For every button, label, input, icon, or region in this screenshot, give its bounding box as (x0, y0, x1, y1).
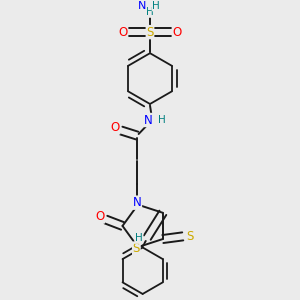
Text: N: N (138, 1, 146, 11)
Text: H: H (152, 1, 160, 11)
Text: H: H (146, 7, 154, 17)
Text: N: N (144, 113, 153, 127)
Text: H: H (135, 233, 143, 243)
Text: S: S (133, 242, 140, 255)
Text: N: N (133, 196, 141, 209)
Text: S: S (146, 26, 154, 39)
Text: H: H (158, 115, 165, 125)
Text: O: O (110, 121, 120, 134)
Text: S: S (186, 230, 194, 243)
Text: O: O (118, 26, 128, 39)
Text: O: O (95, 210, 104, 223)
Text: O: O (172, 26, 182, 39)
